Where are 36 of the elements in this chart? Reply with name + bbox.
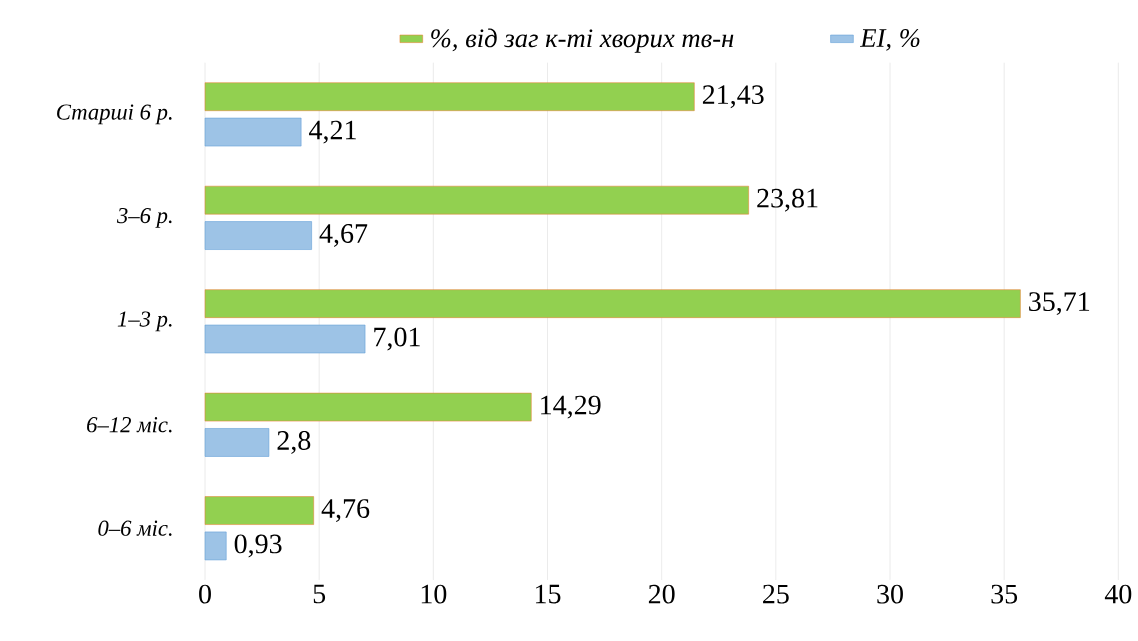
bar (204, 185, 749, 215)
x-tick-label: 15 (535, 584, 561, 604)
x-tick-label: 5 (313, 584, 326, 604)
y-tick-label: 1–3 р. (117, 311, 172, 332)
data-label: 7,01 (374, 327, 420, 351)
bar (204, 289, 1021, 318)
y-tick-label: 6–12 міс. (87, 417, 172, 433)
bar (204, 324, 366, 354)
x-tick-label: 40 (1104, 584, 1132, 604)
legend-label: %, від заг к-ті хворих тв-н (431, 28, 734, 53)
y-tick-label: 3–6 р. (116, 207, 172, 228)
x-tick-label: 35 (991, 584, 1018, 604)
data-label: 14,29 (541, 395, 601, 419)
data-label: 23,81 (757, 188, 818, 212)
data-label: 35,71 (1029, 292, 1090, 316)
bar (204, 496, 314, 525)
data-label: 4,76 (321, 499, 370, 522)
x-tick-label: 10 (421, 584, 447, 604)
data-label: 0,93 (234, 534, 282, 558)
bar (204, 117, 302, 147)
bar (204, 221, 312, 250)
bar (204, 428, 270, 457)
x-tick-label: 0 (199, 584, 211, 604)
bar (204, 531, 227, 561)
bar (204, 392, 532, 422)
x-tick-label: 30 (877, 584, 903, 604)
data-label: 2,8 (277, 431, 311, 454)
legend-label: EI, % (859, 28, 920, 51)
x-tick-label: 20 (648, 584, 675, 604)
data-label: 21,43 (702, 85, 764, 109)
x-tick-label: 25 (763, 584, 789, 604)
data-label: 4,21 (309, 120, 356, 144)
data-label: 4,67 (319, 224, 368, 247)
y-tick-label: Старші 6 р. (57, 104, 172, 125)
bar (204, 82, 695, 111)
y-tick-label: 0–6 міс. (98, 520, 172, 536)
